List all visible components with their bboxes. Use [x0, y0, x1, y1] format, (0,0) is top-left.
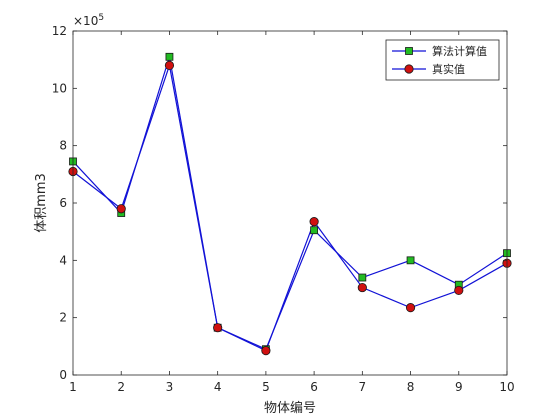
- x-axis-label: 物体编号: [264, 401, 316, 416]
- data-point-s1-6: [310, 226, 319, 235]
- x-tick-label: 4: [214, 380, 222, 394]
- y-tick-label: 4: [59, 253, 67, 267]
- data-point-s1-3: [165, 52, 174, 61]
- series-line-2: [72, 63, 508, 352]
- legend-label-2: 真实值: [432, 62, 465, 76]
- legend-label-1: 算法计算值: [432, 44, 487, 58]
- data-point-s2-4: [213, 323, 223, 333]
- x-tick-label: 9: [455, 380, 463, 394]
- x-tick-label: 3: [166, 380, 174, 394]
- y-exponent-power: 5: [98, 13, 104, 23]
- data-point-s2-3: [164, 60, 175, 71]
- x-tick-label: 8: [407, 380, 415, 394]
- series-layer: [68, 52, 512, 356]
- data-point-s1-7: [358, 273, 367, 282]
- y-tick-label: 6: [59, 196, 67, 210]
- data-point-s2-5: [261, 346, 271, 356]
- legend-marker-2: [404, 64, 414, 74]
- legend-marker-1: [405, 47, 413, 55]
- data-point-s2-9: [454, 285, 464, 296]
- x-tick-label: 10: [499, 380, 514, 394]
- plot-area: [73, 31, 507, 375]
- x-tick-label: 2: [117, 380, 125, 394]
- x-tick-label: 1: [69, 380, 77, 394]
- series-line-1: [72, 56, 508, 351]
- y-tick-label: 8: [59, 139, 67, 153]
- y-exponent-base: ×10: [73, 14, 98, 28]
- x-tick-label: 6: [310, 380, 318, 394]
- y-exponent: ×105: [73, 13, 104, 28]
- y-tick-label: 10: [52, 81, 67, 95]
- data-point-s2-7: [357, 282, 367, 293]
- y-tick-label: 2: [59, 311, 67, 325]
- x-tick-label: 5: [262, 380, 270, 394]
- y-tick-label: 12: [52, 24, 67, 38]
- x-tick-label: 7: [359, 380, 367, 394]
- legend-box: [385, 39, 500, 81]
- data-point-s2-6: [309, 217, 319, 227]
- data-point-s2-2: [116, 204, 126, 214]
- y-axis-label: 体积mm3: [34, 173, 49, 233]
- y-tick-label: 0: [59, 368, 67, 382]
- data-point-s1-8: [406, 256, 415, 265]
- data-point-s2-8: [405, 303, 416, 313]
